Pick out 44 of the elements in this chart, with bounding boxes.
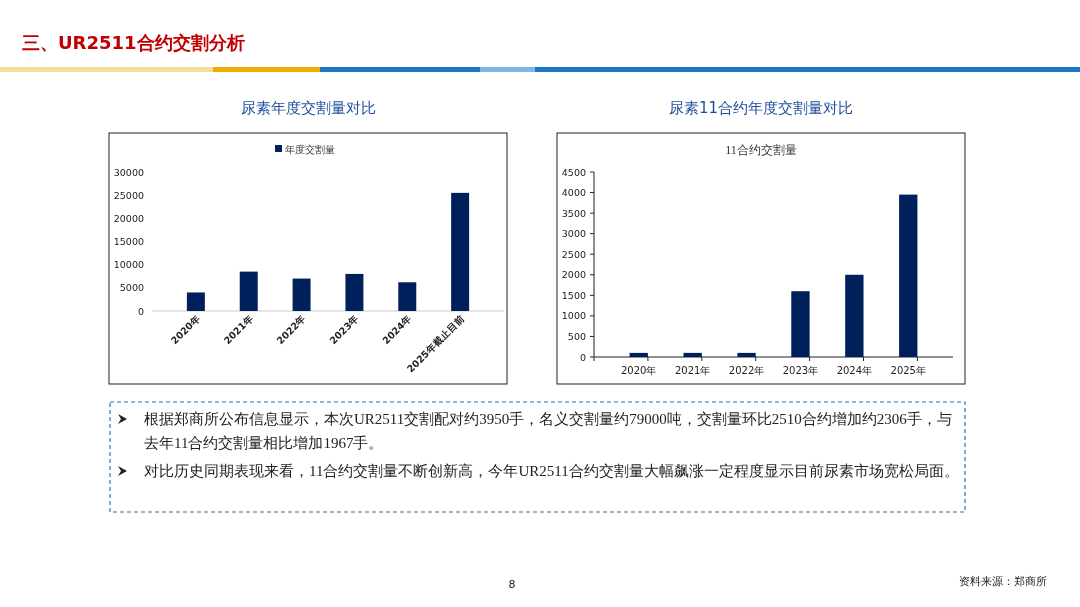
y-tick-label: 1500 bbox=[561, 289, 586, 301]
chart-title: 尿素年度交割量对比 bbox=[240, 99, 376, 117]
y-tick-label: 1000 bbox=[561, 310, 586, 322]
x-tick-label: 2025年 bbox=[890, 365, 926, 376]
bar bbox=[451, 192, 470, 311]
text: 8 bbox=[508, 578, 516, 591]
y-tick-label: 5000 bbox=[119, 282, 144, 294]
bar bbox=[791, 291, 810, 357]
bar bbox=[683, 352, 702, 357]
bar bbox=[737, 352, 756, 357]
y-tick-label: 10000 bbox=[113, 259, 144, 271]
x-tick-label: 2022年 bbox=[728, 365, 765, 376]
x-tick-label: 2024年 bbox=[836, 365, 873, 376]
bar bbox=[292, 278, 311, 311]
bar bbox=[899, 194, 918, 357]
y-tick-label: 25000 bbox=[113, 189, 144, 201]
bar bbox=[345, 273, 364, 311]
y-tick-label: 3000 bbox=[561, 228, 586, 240]
text: 对比历史同期表现来看，11合约交割量不断创新高，今年UR2511合约交割量大幅飙涨一定程度显示目前尿素市场宽松局面。 bbox=[144, 463, 959, 479]
y-tick-label: 0 bbox=[137, 305, 144, 317]
x-tick-label: 2020年 bbox=[621, 365, 657, 376]
y-tick-label: 0 bbox=[579, 351, 586, 363]
text: 根据郑商所公布信息显示，本次UR2511交割配对约3950手，名义交割量约79000吨，交割量环比2510合约增加约2306手，与去年11合约交割量相比增加1967手。 bbox=[144, 411, 952, 451]
x-tick-label: 2021年 bbox=[674, 365, 711, 376]
y-tick-label: 4000 bbox=[561, 187, 586, 199]
y-tick-label: 15000 bbox=[113, 236, 144, 247]
text: 三、UR2511合约交割分析 bbox=[22, 32, 245, 53]
y-tick-label: 500 bbox=[567, 330, 586, 342]
bar bbox=[398, 282, 417, 311]
legend-label: 年度交割量 bbox=[285, 143, 335, 155]
bar bbox=[186, 292, 205, 311]
bar bbox=[239, 271, 258, 311]
y-tick-label: 4500 bbox=[561, 166, 586, 178]
bar bbox=[845, 274, 864, 357]
chart-subtitle: 11合约交割量 bbox=[725, 143, 797, 157]
y-tick-label: 20000 bbox=[113, 212, 144, 224]
y-tick-label: 2000 bbox=[561, 269, 586, 281]
bar bbox=[629, 352, 648, 357]
chart-title: 尿素11合约年度交割量对比 bbox=[668, 99, 854, 117]
y-tick-label: 2500 bbox=[561, 248, 586, 260]
y-tick-label: 3500 bbox=[561, 207, 586, 219]
text: 资料来源：郑商所 bbox=[959, 575, 1047, 588]
x-tick-label: 2023年 bbox=[782, 365, 819, 376]
y-tick-label: 30000 bbox=[113, 166, 144, 178]
